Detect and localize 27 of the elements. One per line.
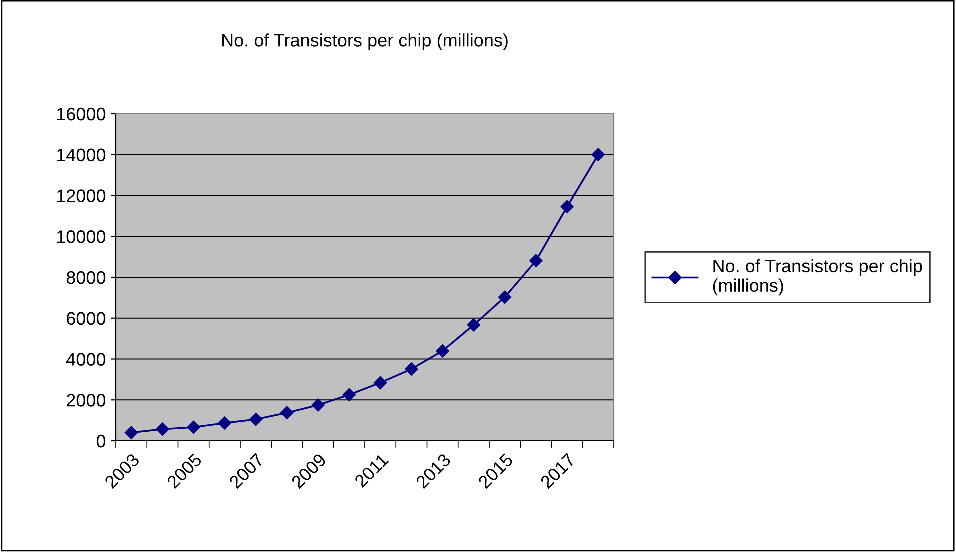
point: [436, 344, 450, 358]
legend-label: No. of Transistors per chip (millions): [713, 259, 922, 296]
chart-title: No. of Transistors per chip (millions): [222, 34, 508, 50]
point: [312, 398, 325, 412]
y-tick-label: 6000: [67, 312, 106, 326]
point: [374, 376, 388, 390]
y-tick-label: 0: [96, 434, 106, 448]
y-tick-label: 4000: [66, 353, 106, 366]
point: [592, 148, 606, 162]
y-tick-label: 16000: [57, 108, 106, 121]
point: [342, 388, 356, 402]
point: [498, 290, 512, 304]
y-tick-label: 12000: [57, 190, 106, 202]
y-tick-label: 10000: [57, 230, 106, 244]
point: [218, 416, 232, 430]
point: [187, 420, 200, 434]
point: [249, 412, 263, 426]
point: [124, 426, 138, 440]
y-tick-label: 14000: [57, 148, 106, 162]
y-tick-label: 2000: [67, 394, 106, 407]
point: [405, 362, 418, 376]
point: [467, 318, 481, 332]
point: [280, 406, 294, 420]
y-tick-label: 8000: [66, 271, 106, 284]
point: [560, 200, 574, 214]
point: [156, 422, 170, 436]
point: [530, 254, 543, 268]
